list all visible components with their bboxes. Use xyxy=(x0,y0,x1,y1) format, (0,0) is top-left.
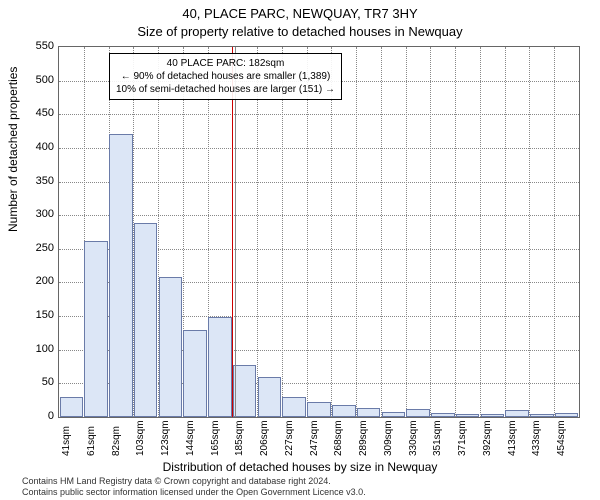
x-gridline xyxy=(480,47,481,417)
histogram-bar xyxy=(233,365,257,417)
x-axis-label: Distribution of detached houses by size … xyxy=(0,460,600,474)
page-title-2: Size of property relative to detached ho… xyxy=(0,24,600,39)
x-tick-label: 351sqm xyxy=(432,420,443,456)
histogram-bar xyxy=(332,405,356,417)
histogram-bar xyxy=(481,414,505,417)
x-tick-label: 206sqm xyxy=(259,420,270,456)
x-tick-label: 330sqm xyxy=(408,420,419,456)
histogram-bar xyxy=(505,410,529,417)
histogram-bar xyxy=(530,414,554,417)
footer-line-1: Contains HM Land Registry data © Crown c… xyxy=(22,476,366,487)
x-gridline xyxy=(505,47,506,417)
y-tick-label: 550 xyxy=(14,40,54,52)
x-tick-label: 123sqm xyxy=(160,420,171,456)
y-tick-label: 500 xyxy=(14,74,54,86)
y-tick-label: 0 xyxy=(14,410,54,422)
histogram-bar xyxy=(109,134,133,417)
annotation-box: 40 PLACE PARC: 182sqm ← 90% of detached … xyxy=(109,53,342,100)
x-tick-label: 82sqm xyxy=(111,426,122,456)
x-gridline xyxy=(282,47,283,417)
y-tick-label: 450 xyxy=(14,107,54,119)
x-gridline xyxy=(554,47,555,417)
histogram-bar xyxy=(183,330,207,417)
x-tick-label: 433sqm xyxy=(531,420,542,456)
x-tick-label: 454sqm xyxy=(556,420,567,456)
histogram-bar xyxy=(134,223,158,417)
y-tick-label: 100 xyxy=(14,343,54,355)
x-tick-label: 392sqm xyxy=(482,420,493,456)
x-gridline xyxy=(529,47,530,417)
annotation-line-1: 40 PLACE PARC: 182sqm xyxy=(116,57,335,70)
y-tick-label: 50 xyxy=(14,376,54,388)
x-gridline xyxy=(381,47,382,417)
x-tick-label: 371sqm xyxy=(457,420,468,456)
histogram-bar xyxy=(456,414,480,417)
footer-line-2: Contains public sector information licen… xyxy=(22,487,366,498)
y-gridline xyxy=(59,215,579,216)
marker-line-primary xyxy=(232,47,233,417)
x-tick-label: 289sqm xyxy=(358,420,369,456)
page-title-1: 40, PLACE PARC, NEWQUAY, TR7 3HY xyxy=(0,6,600,21)
y-tick-label: 150 xyxy=(14,309,54,321)
y-gridline xyxy=(59,148,579,149)
x-tick-label: 165sqm xyxy=(210,420,221,456)
x-gridline xyxy=(307,47,308,417)
x-tick-label: 227sqm xyxy=(284,420,295,456)
x-gridline xyxy=(356,47,357,417)
histogram-bar xyxy=(159,277,183,417)
y-gridline xyxy=(59,114,579,115)
y-tick-label: 300 xyxy=(14,208,54,220)
x-gridline xyxy=(331,47,332,417)
x-gridline xyxy=(406,47,407,417)
plot-area: 40 PLACE PARC: 182sqm ← 90% of detached … xyxy=(58,46,580,418)
histogram-bar xyxy=(357,408,381,417)
x-tick-label: 103sqm xyxy=(135,420,146,456)
histogram-bar xyxy=(258,377,282,417)
x-tick-label: 268sqm xyxy=(333,420,344,456)
y-tick-label: 250 xyxy=(14,242,54,254)
x-tick-label: 61sqm xyxy=(86,426,97,456)
y-tick-label: 350 xyxy=(14,175,54,187)
y-gridline xyxy=(59,182,579,183)
x-gridline xyxy=(430,47,431,417)
histogram-bar xyxy=(406,409,430,417)
histogram-bar xyxy=(84,241,108,417)
annotation-line-3: 10% of semi-detached houses are larger (… xyxy=(116,83,335,96)
x-gridline xyxy=(257,47,258,417)
x-tick-label: 185sqm xyxy=(234,420,245,456)
histogram-bar xyxy=(555,413,579,417)
x-tick-label: 144sqm xyxy=(185,420,196,456)
x-tick-label: 41sqm xyxy=(61,426,72,456)
x-gridline xyxy=(455,47,456,417)
histogram-bar xyxy=(431,413,455,417)
histogram-bar xyxy=(382,412,406,417)
x-tick-label: 309sqm xyxy=(383,420,394,456)
y-tick-label: 400 xyxy=(14,141,54,153)
y-tick-label: 200 xyxy=(14,275,54,287)
footer: Contains HM Land Registry data © Crown c… xyxy=(22,476,366,498)
annotation-line-2: ← 90% of detached houses are smaller (1,… xyxy=(116,70,335,83)
histogram-bar xyxy=(60,397,84,417)
x-tick-label: 247sqm xyxy=(309,420,320,456)
histogram-bar xyxy=(208,317,232,417)
marker-line-secondary xyxy=(235,47,236,417)
histogram-bar xyxy=(307,402,331,417)
histogram-bar xyxy=(282,397,306,417)
x-tick-label: 413sqm xyxy=(507,420,518,456)
chart-container: 40, PLACE PARC, NEWQUAY, TR7 3HY Size of… xyxy=(0,0,600,500)
